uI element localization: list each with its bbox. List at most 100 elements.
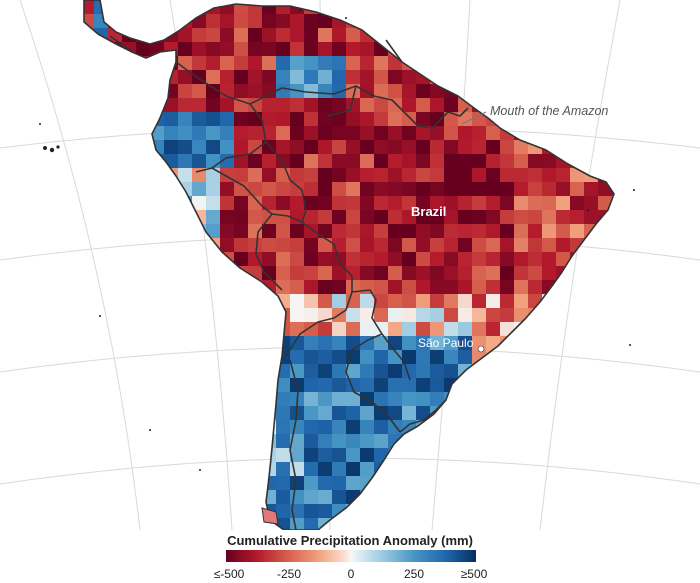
- anomaly-cell: [584, 196, 598, 210]
- anomaly-cell: [318, 238, 332, 252]
- anomaly-cell: [360, 322, 374, 336]
- anomaly-cell: [374, 252, 388, 266]
- anomaly-cell: [276, 112, 290, 126]
- anomaly-cell: [556, 168, 570, 182]
- anomaly-cell: [430, 364, 444, 378]
- anomaly-cell: [262, 196, 276, 210]
- anomaly-cell: [388, 112, 402, 126]
- anomaly-cell: [402, 70, 416, 84]
- anomaly-cell: [486, 182, 500, 196]
- anomaly-cell: [430, 238, 444, 252]
- anomaly-cell: [444, 98, 458, 112]
- label-sao-paulo: São Paulo: [418, 336, 474, 350]
- anomaly-cell: [388, 196, 402, 210]
- anomaly-cell: [360, 84, 374, 98]
- anomaly-cell: [276, 126, 290, 140]
- anomaly-cell: [360, 98, 374, 112]
- anomaly-cell: [332, 392, 346, 406]
- anomaly-cell: [430, 252, 444, 266]
- anomaly-cell: [444, 210, 458, 224]
- anomaly-cell: [290, 336, 304, 350]
- anomaly-cell: [346, 112, 360, 126]
- anomaly-cell: [304, 126, 318, 140]
- anomaly-cell: [234, 84, 248, 98]
- anomaly-cell: [332, 168, 346, 182]
- anomaly-cell: [486, 168, 500, 182]
- anomaly-cell: [234, 112, 248, 126]
- anomaly-cell: [360, 238, 374, 252]
- anomaly-cell: [486, 140, 500, 154]
- scattered-islands: [39, 8, 635, 525]
- anomaly-cell: [276, 392, 290, 406]
- anomaly-cell: [304, 266, 318, 280]
- anomaly-cell: [416, 294, 430, 308]
- anomaly-cell: [248, 28, 262, 42]
- anomaly-cell: [416, 224, 430, 238]
- anomaly-cell: [458, 294, 472, 308]
- anomaly-cell: [248, 98, 262, 112]
- anomaly-cell: [290, 294, 304, 308]
- anomaly-cell: [276, 210, 290, 224]
- anomaly-cell: [458, 266, 472, 280]
- anomaly-cell: [374, 280, 388, 294]
- anomaly-cell: [416, 266, 430, 280]
- anomaly-cell: [514, 280, 528, 294]
- anomaly-cell: [500, 266, 514, 280]
- anomaly-cell: [444, 266, 458, 280]
- anomaly-cell: [444, 182, 458, 196]
- anomaly-cell: [318, 378, 332, 392]
- anomaly-cell: [346, 420, 360, 434]
- anomaly-cell: [192, 42, 206, 56]
- legend-title: Cumulative Precipitation Anomaly (mm): [227, 533, 473, 548]
- anomaly-cell: [248, 84, 262, 98]
- anomaly-cell: [332, 462, 346, 476]
- anomaly-cell: [458, 126, 472, 140]
- anomaly-cell: [318, 14, 332, 28]
- anomaly-cell: [332, 196, 346, 210]
- anomaly-cell: [304, 490, 318, 504]
- anomaly-cell: [84, 0, 94, 14]
- anomaly-cell: [164, 126, 178, 140]
- anomaly-cell: [262, 84, 276, 98]
- anomaly-cell: [416, 378, 430, 392]
- anomaly-cell: [318, 462, 332, 476]
- anomaly-cell: [290, 126, 304, 140]
- anomaly-cell: [430, 140, 444, 154]
- anomaly-cell: [514, 224, 528, 238]
- label-mouth-of-amazon: Mouth of the Amazon: [490, 104, 609, 118]
- anomaly-cell: [332, 42, 346, 56]
- anomaly-cell: [276, 406, 290, 420]
- anomaly-cell: [374, 434, 388, 448]
- anomaly-cell: [192, 112, 206, 126]
- anomaly-cell: [192, 182, 206, 196]
- legend-tick: ≤-500: [213, 567, 245, 581]
- anomaly-cell: [388, 364, 402, 378]
- anomaly-cell: [542, 196, 556, 210]
- anomaly-cell: [220, 42, 234, 56]
- anomaly-cell: [402, 196, 416, 210]
- anomaly-cell: [458, 308, 472, 322]
- anomaly-cell: [360, 364, 374, 378]
- anomaly-cell: [472, 280, 486, 294]
- anomaly-cell: [206, 224, 220, 238]
- anomaly-cell: [542, 224, 556, 238]
- anomaly-cell: [444, 322, 458, 336]
- anomaly-cell: [290, 322, 304, 336]
- anomaly-cell: [360, 168, 374, 182]
- anomaly-cell: [388, 406, 402, 420]
- anomaly-cell: [542, 154, 556, 168]
- anomaly-cell: [220, 14, 234, 28]
- anomaly-cell: [430, 308, 444, 322]
- anomaly-cell: [318, 476, 332, 490]
- anomaly-cell: [388, 350, 402, 364]
- anomaly-cell: [514, 182, 528, 196]
- legend-tick: ≥500: [460, 567, 488, 581]
- anomaly-cell: [332, 266, 346, 280]
- anomaly-cell: [360, 182, 374, 196]
- anomaly-cell: [290, 98, 304, 112]
- anomaly-cell: [416, 154, 430, 168]
- anomaly-cell: [290, 252, 304, 266]
- anomaly-cell: [374, 378, 388, 392]
- anomaly-cell: [402, 238, 416, 252]
- anomaly-cell: [206, 168, 220, 182]
